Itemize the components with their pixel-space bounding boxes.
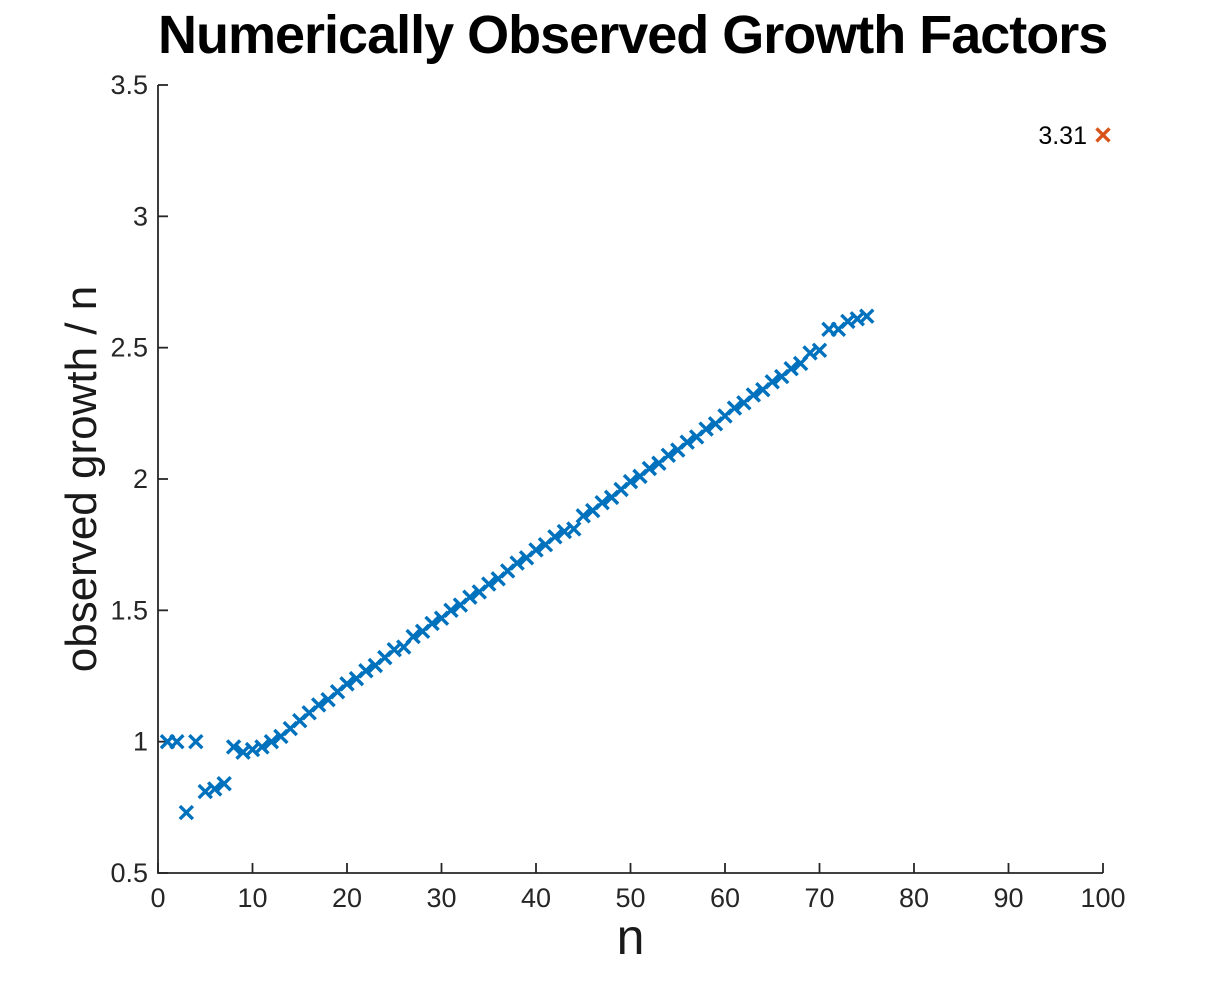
data-point-marker — [481, 576, 497, 592]
data-point-marker — [641, 460, 658, 477]
data-point-marker — [216, 775, 232, 792]
x-tick-label: 80 — [899, 883, 929, 913]
x-tick-label: 100 — [1080, 883, 1125, 913]
data-point-marker — [424, 615, 440, 632]
data-point-marker — [622, 473, 639, 490]
data-point-marker — [1095, 127, 1111, 143]
data-point-marker — [443, 602, 459, 619]
data-point-marker — [660, 447, 677, 464]
x-tick-label: 40 — [521, 883, 551, 913]
data-point-marker — [811, 342, 828, 358]
y-tick-label: 2 — [133, 464, 148, 494]
data-point-marker — [310, 697, 327, 713]
x-tick-label: 30 — [426, 883, 456, 913]
data-point-marker — [547, 529, 563, 545]
data-point-marker — [358, 663, 374, 679]
x-tick-label: 90 — [993, 883, 1023, 913]
x-tick-label: 50 — [615, 883, 645, 913]
data-point-marker — [169, 733, 185, 750]
y-tick-label: 0.5 — [110, 858, 148, 888]
data-point-marker — [225, 739, 242, 755]
chart-title: Numerically Observed Growth Factors — [158, 5, 1108, 65]
data-point-marker — [764, 374, 780, 390]
data-point-marker — [339, 676, 355, 692]
y-tick-label: 3.5 — [110, 70, 148, 100]
y-tick-label: 1 — [133, 727, 148, 757]
data-point-marker — [566, 521, 582, 537]
data-point-marker — [263, 733, 280, 750]
axis-line — [157, 85, 1103, 874]
x-tick-label: 20 — [332, 883, 362, 913]
x-tick-label: 70 — [804, 883, 834, 913]
x-tick-label: 10 — [237, 883, 267, 913]
data-point-marker — [178, 804, 195, 821]
data-point-marker — [679, 434, 695, 450]
data-point-marker — [698, 421, 714, 437]
y-tick-label: 3 — [133, 201, 148, 231]
annotation-label: 3.31 — [1038, 122, 1087, 150]
data-point-marker — [726, 400, 743, 416]
data-point-marker — [859, 308, 875, 324]
data-point-marker — [745, 387, 762, 403]
x-tick-label: 0 — [150, 883, 165, 913]
data-point-marker — [405, 628, 421, 645]
y-tick-label: 2.5 — [110, 333, 148, 363]
data-point-marker — [206, 781, 223, 797]
x-axis-label: n — [616, 909, 645, 965]
data-point-marker — [188, 733, 204, 750]
data-point-marker — [254, 739, 270, 755]
data-point-marker — [783, 360, 799, 377]
data-point-marker — [594, 494, 610, 511]
data-point-marker — [462, 589, 478, 605]
data-point-marker — [528, 542, 544, 558]
data-point-marker — [509, 555, 525, 571]
y-tick-label: 1.5 — [110, 595, 148, 625]
x-tick-label: 60 — [710, 883, 740, 913]
data-point-marker — [575, 508, 591, 524]
